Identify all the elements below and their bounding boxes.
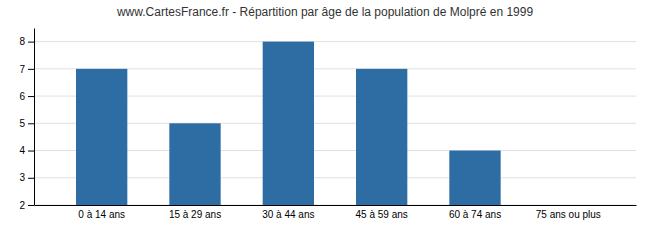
bars [76,42,501,205]
y-tick-label: 7 [19,64,25,75]
y-tick-label: 6 [19,91,25,102]
y-tick: 7 [19,64,34,75]
x-tick-label: 0 à 14 ans [78,209,125,220]
y-tick-label: 5 [19,118,25,129]
bar [76,69,127,205]
grid-line [34,41,636,42]
plot: 2 3 4 5 6 7 8 0 à 14 ans 15 à 29 ans 30 à 44 ans 4… [19,29,636,221]
y-tick-mark [28,205,34,206]
title: www.CartesFrance.fr - Répartition par âg… [116,5,534,19]
y-tick: 6 [19,91,34,102]
y-tick-mark [28,123,34,124]
y-tick: 4 [19,145,34,156]
x-tick-label: 45 à 59 ans [356,209,408,220]
x-tick-label: 75 ans ou plus [536,209,601,220]
x-tick: 45 à 59 ans [356,209,408,220]
y-tick: 5 [19,118,34,129]
x-tick-label: 15 à 29 ans [169,209,221,220]
x-tick: 75 ans ou plus [536,209,601,220]
x-tick: 30 à 44 ans [262,209,314,220]
y-tick-label: 8 [19,36,25,47]
y-tick-mark [28,151,34,152]
y-tick: 3 [19,172,34,183]
y-tick-mark [28,69,34,70]
x-tick: 15 à 29 ans [169,209,221,220]
bar [356,69,407,205]
y-tick-mark [28,178,34,179]
y-tick: 2 [19,200,34,211]
bar [263,42,314,205]
bar [543,205,594,206]
y-tick: 8 [19,36,34,47]
y-axis: 2 3 4 5 6 7 8 [19,29,34,211]
bar [449,151,500,205]
y-tick-label: 4 [19,145,25,156]
x-tick-label: 30 à 44 ans [262,209,314,220]
y-tick-label: 2 [19,200,25,211]
y-tick-mark [28,96,34,97]
x-axis-line [35,205,637,206]
grid [34,42,636,205]
y-axis-line [34,29,35,206]
x-tick-label: 60 à 74 ans [449,209,501,220]
bar [169,123,220,205]
y-tick-label: 3 [19,172,25,183]
x-axis: 0 à 14 ans 15 à 29 ans 30 à 44 ans 45 à 59 … [35,206,637,221]
y-tick-mark [28,42,34,43]
x-tick: 0 à 14 ans [78,209,125,220]
x-tick: 60 à 74 ans [449,209,501,220]
chart: www.CartesFrance.fr - Répartition par âg… [0,0,650,229]
